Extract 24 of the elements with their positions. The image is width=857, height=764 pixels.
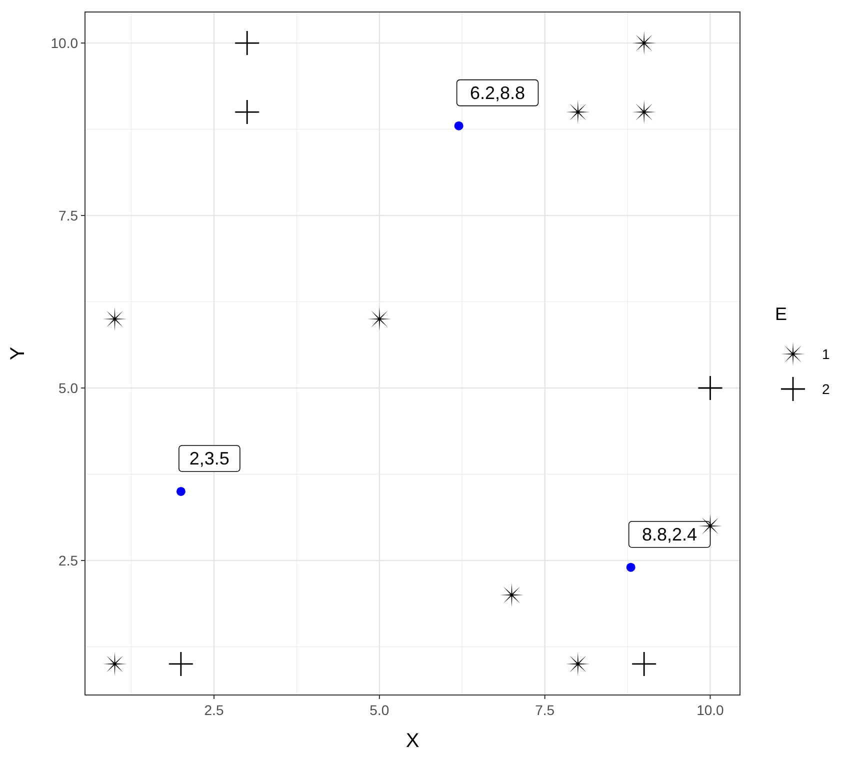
- y-tick-label: 7.5: [58, 208, 78, 224]
- annotation: 6.2,8.8: [470, 82, 526, 103]
- y-axis-title: Y: [7, 346, 29, 360]
- point: [626, 562, 636, 572]
- y-tick-label: 2.5: [58, 552, 78, 568]
- point: [632, 652, 656, 676]
- point: [235, 31, 260, 56]
- legend-title: E: [775, 304, 788, 324]
- point: [168, 652, 193, 676]
- point: [176, 486, 186, 496]
- y-tick-label: 10.0: [50, 35, 78, 52]
- annotation: 8.8,2.4: [642, 524, 698, 544]
- annotation: 2,3.5: [189, 448, 230, 468]
- point: [454, 121, 464, 130]
- point: [698, 376, 722, 400]
- x-tick-label: 10.0: [696, 702, 724, 718]
- y-tick-label: 5.0: [58, 380, 78, 396]
- legend-label: 1: [822, 346, 830, 362]
- x-tick-label: 7.5: [535, 702, 555, 718]
- x-tick-label: 2.5: [204, 702, 224, 718]
- point: [235, 100, 260, 124]
- x-tick-label: 5.0: [370, 702, 390, 718]
- x-axis-title: X: [406, 730, 420, 752]
- legend-label: 2: [822, 381, 830, 397]
